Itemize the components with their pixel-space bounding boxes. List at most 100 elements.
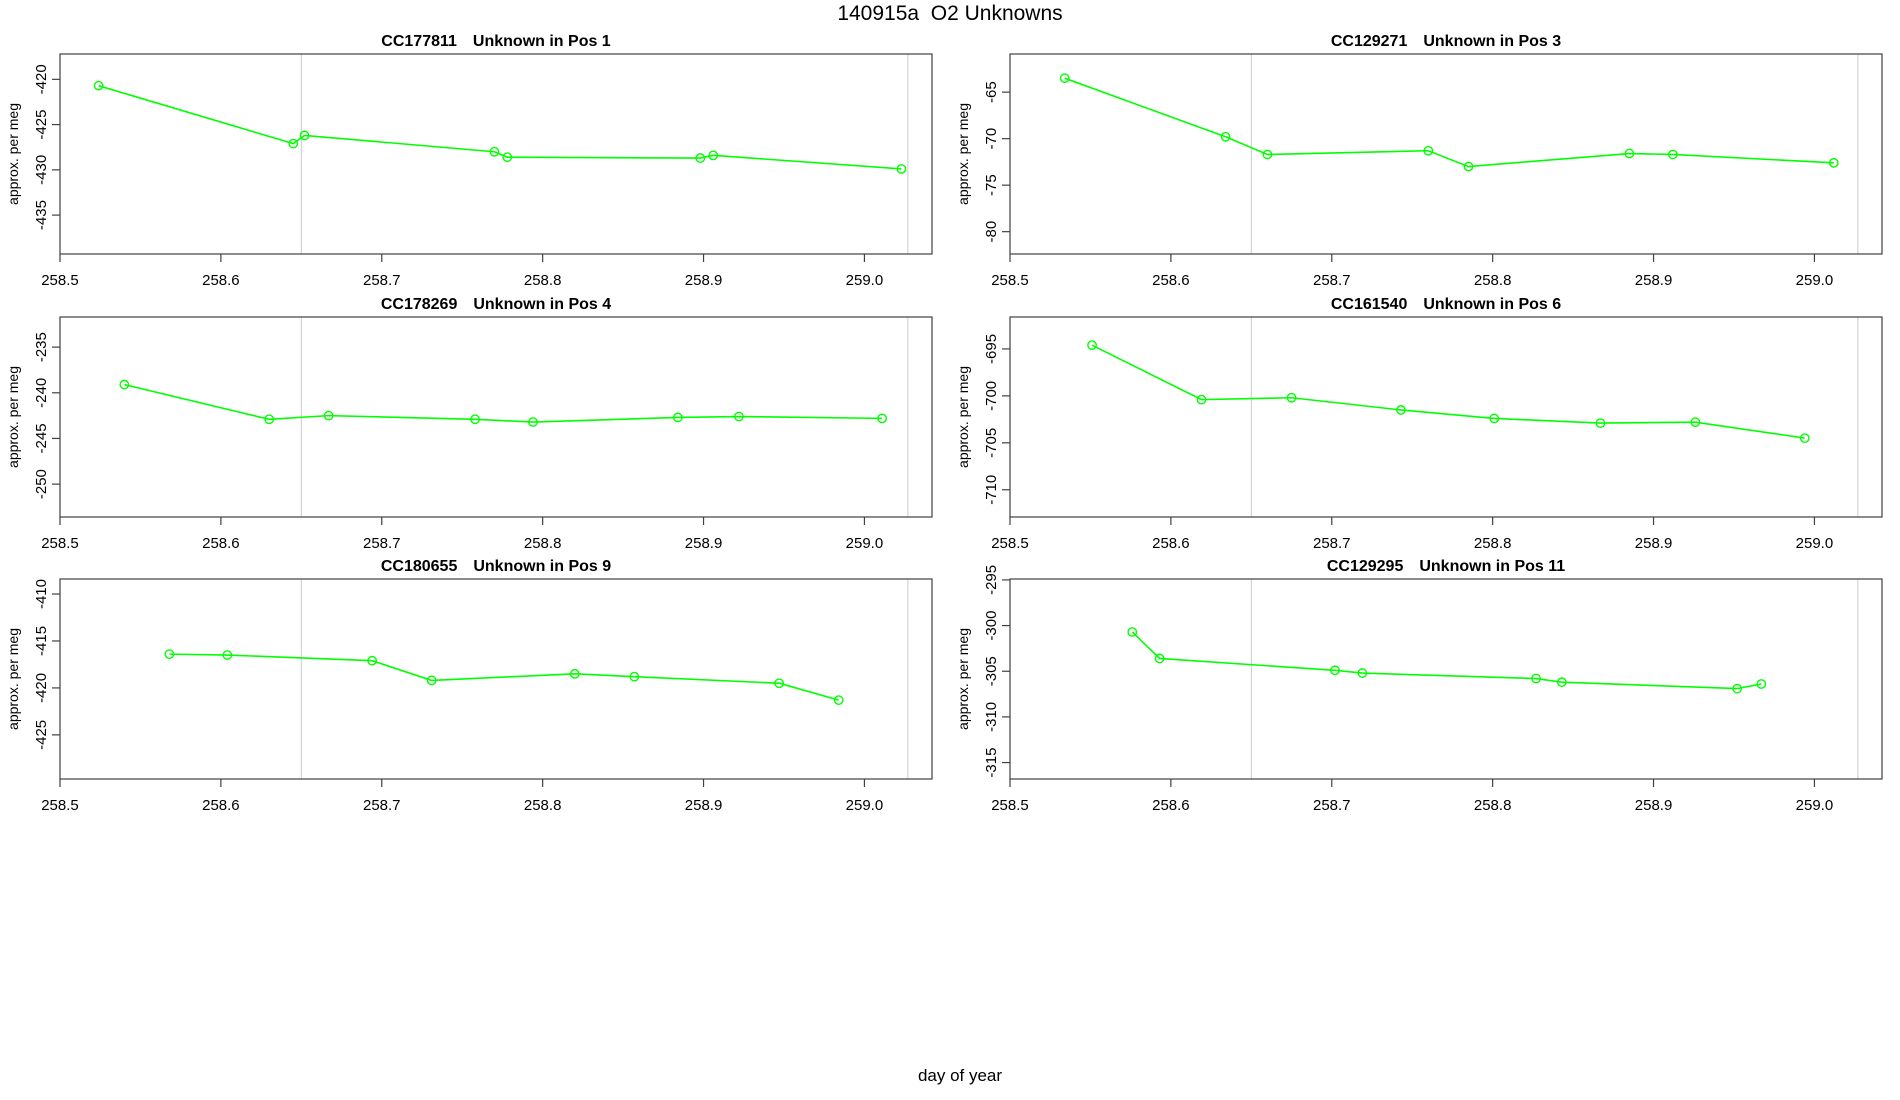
data-point-marker bbox=[1489, 413, 1500, 424]
x-tick-label: 258.9 bbox=[685, 797, 723, 814]
y-tick-label: -430 bbox=[33, 155, 50, 185]
data-point-marker bbox=[1196, 394, 1207, 405]
data-point-marker bbox=[1690, 417, 1701, 428]
x-tick-label: 259.0 bbox=[1796, 797, 1834, 814]
data-point-marker bbox=[1286, 392, 1297, 403]
data-line bbox=[1064, 77, 1834, 168]
y-tick-label: -420 bbox=[33, 673, 50, 703]
subplot-title: CC180655 Unknown in Pos 9 bbox=[381, 558, 611, 575]
x-tick-label: 259.0 bbox=[1796, 272, 1834, 289]
data-point-marker bbox=[1799, 433, 1810, 444]
data-point-marker bbox=[629, 671, 640, 682]
y-axis-label: approx. per meg bbox=[955, 366, 971, 468]
data-point-marker bbox=[1396, 405, 1406, 415]
y-axis-label: approx. per meg bbox=[955, 103, 971, 205]
y-tick-label: -70 bbox=[983, 128, 1000, 150]
y-tick-label: -415 bbox=[33, 626, 50, 656]
subplot-cc177811-pos-1: 258.5 258.6 258.7 258.8 258.9 259.0 -435 -430 -4… bbox=[5, 33, 933, 289]
x-tick-label: 258.7 bbox=[1313, 797, 1351, 814]
data-point-marker bbox=[774, 678, 785, 689]
y-tick-label: -305 bbox=[983, 656, 1000, 686]
data-point-marker bbox=[1595, 418, 1606, 429]
data-point-marker bbox=[734, 411, 744, 422]
plot-box bbox=[59, 578, 933, 780]
data-point-marker bbox=[489, 146, 500, 157]
y-tick-label: -700 bbox=[983, 381, 1000, 411]
plot-box bbox=[1009, 53, 1883, 255]
x-tick-label: 258.7 bbox=[363, 272, 401, 289]
x-tick-label: 258.5 bbox=[41, 797, 79, 814]
subplot-cc180655-pos-9: 258.5 258.6 258.7 258.8 258.9 259.0 -425 -420 -4… bbox=[5, 558, 933, 814]
x-tick-label: 258.8 bbox=[1474, 797, 1512, 814]
x-tick-label: 259.0 bbox=[846, 272, 884, 289]
x-tick-label: 258.6 bbox=[1152, 797, 1190, 814]
y-tick-label: -705 bbox=[983, 428, 1000, 458]
data-point-marker bbox=[1262, 149, 1273, 160]
y-tick-label: -295 bbox=[983, 565, 1000, 595]
x-tick-label: 258.5 bbox=[991, 535, 1029, 552]
x-tick-label: 259.0 bbox=[846, 535, 884, 552]
x-tick-label: 258.5 bbox=[41, 272, 79, 289]
data-point-marker bbox=[299, 130, 310, 141]
x-tick-label: 258.5 bbox=[41, 535, 79, 552]
data-point-marker bbox=[1828, 157, 1839, 168]
subplot-title: CC129271 Unknown in Pos 3 bbox=[1331, 33, 1561, 50]
data-line bbox=[1091, 344, 1805, 439]
y-tick-label: -315 bbox=[983, 748, 1000, 778]
x-tick-label: 258.6 bbox=[202, 535, 240, 552]
subplot-title: CC177811 Unknown in Pos 1 bbox=[381, 33, 611, 50]
x-tick-label: 258.5 bbox=[991, 272, 1029, 289]
x-tick-label: 258.9 bbox=[685, 535, 723, 552]
data-point-marker bbox=[896, 164, 907, 174]
data-point-marker bbox=[222, 650, 233, 660]
data-point-marker bbox=[1463, 161, 1474, 172]
plot-box bbox=[59, 53, 933, 255]
data-line bbox=[1131, 631, 1762, 690]
data-point-marker bbox=[323, 410, 334, 421]
x-tick-label: 258.5 bbox=[991, 797, 1029, 814]
data-point-marker bbox=[695, 153, 706, 163]
data-point-marker bbox=[502, 152, 513, 163]
data-point-marker bbox=[1220, 131, 1231, 142]
y-tick-label: -695 bbox=[983, 334, 1000, 364]
figure-title: 140915a O2 Unknowns bbox=[837, 2, 1063, 25]
y-axis-label: approx. per meg bbox=[5, 103, 21, 205]
y-tick-label: -410 bbox=[33, 579, 50, 609]
data-point-marker bbox=[1423, 145, 1434, 156]
data-line bbox=[169, 653, 839, 701]
x-tick-label: 258.7 bbox=[1313, 272, 1351, 289]
plot-box bbox=[59, 316, 933, 518]
x-tick-label: 258.7 bbox=[1313, 535, 1351, 552]
data-point-marker bbox=[470, 414, 480, 425]
data-point-marker bbox=[1732, 683, 1743, 694]
data-point-marker bbox=[164, 649, 175, 660]
y-axis-label: approx. per meg bbox=[5, 628, 21, 730]
x-tick-label: 259.0 bbox=[1796, 535, 1834, 552]
x-tick-label: 258.8 bbox=[524, 535, 562, 552]
data-line bbox=[124, 383, 883, 423]
data-point-marker bbox=[1357, 668, 1368, 678]
y-tick-label: -710 bbox=[983, 475, 1000, 505]
data-point-marker bbox=[426, 675, 437, 686]
y-axis-label: approx. per meg bbox=[955, 628, 971, 730]
data-point-marker bbox=[1556, 677, 1567, 688]
x-tick-label: 258.9 bbox=[685, 272, 723, 289]
y-tick-label: -65 bbox=[983, 81, 1000, 103]
x-tick-label: 258.7 bbox=[363, 535, 401, 552]
y-tick-label: -75 bbox=[983, 174, 1000, 196]
x-axis-title: day of year bbox=[917, 1066, 1003, 1085]
y-tick-label: -425 bbox=[33, 720, 50, 750]
data-point-marker bbox=[93, 80, 104, 91]
data-point-marker bbox=[264, 414, 275, 425]
data-line bbox=[98, 84, 902, 170]
subplot-cc129295-pos-11: 258.5 258.6 258.7 258.8 258.9 259.0 -315 -310 -3… bbox=[955, 558, 1883, 814]
x-tick-label: 258.6 bbox=[1152, 535, 1190, 552]
subplot-cc161540-pos-6: 258.5 258.6 258.7 258.8 258.9 259.0 -710 -705 -7… bbox=[955, 296, 1883, 552]
plot-box bbox=[1009, 316, 1883, 518]
data-point-marker bbox=[1154, 653, 1165, 664]
x-tick-label: 258.6 bbox=[1152, 272, 1190, 289]
subplot-cc129271-pos-3: 258.5 258.6 258.7 258.8 258.9 259.0 -80 -75 -70 -… bbox=[955, 33, 1883, 289]
x-tick-label: 258.9 bbox=[1635, 535, 1673, 552]
y-tick-label: -425 bbox=[33, 110, 50, 140]
